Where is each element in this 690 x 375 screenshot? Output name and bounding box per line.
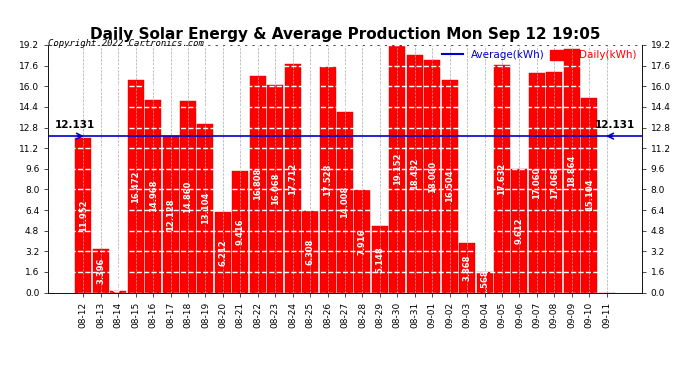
Text: 17.068: 17.068 — [550, 166, 559, 199]
Text: 12.131: 12.131 — [595, 120, 635, 130]
Text: 15.104: 15.104 — [584, 179, 594, 212]
Bar — [564, 50, 580, 292]
Bar — [442, 80, 457, 292]
Bar — [372, 226, 388, 292]
Text: 17.528: 17.528 — [323, 164, 332, 196]
Text: 13.104: 13.104 — [201, 192, 210, 224]
Text: 17.712: 17.712 — [288, 162, 297, 195]
Text: 18.000: 18.000 — [428, 160, 437, 192]
Text: 11.952: 11.952 — [79, 199, 88, 232]
Bar — [285, 64, 301, 292]
Text: 6.308: 6.308 — [306, 238, 315, 265]
Text: 5.148: 5.148 — [375, 246, 384, 273]
Text: 18.864: 18.864 — [567, 155, 576, 187]
Text: 14.968: 14.968 — [148, 180, 157, 212]
Legend: Average(kWh), Daily(kWh): Average(kWh), Daily(kWh) — [442, 50, 636, 60]
Bar — [233, 171, 248, 292]
Text: 16.504: 16.504 — [445, 170, 454, 202]
Text: 9.416: 9.416 — [236, 219, 245, 245]
Text: 1.568: 1.568 — [480, 269, 489, 296]
Bar — [128, 80, 144, 292]
Bar — [302, 211, 318, 292]
Bar — [546, 72, 562, 292]
Text: 3.396: 3.396 — [96, 257, 106, 284]
Text: 16.068: 16.068 — [270, 173, 279, 205]
Bar — [197, 124, 213, 292]
Text: Copyright 2022 Cartronics.com: Copyright 2022 Cartronics.com — [48, 39, 204, 48]
Bar — [267, 86, 283, 292]
Text: 19.152: 19.152 — [393, 153, 402, 185]
Text: 16.808: 16.808 — [253, 168, 262, 200]
Bar — [529, 73, 545, 292]
Text: 3.868: 3.868 — [462, 254, 472, 281]
Bar — [459, 243, 475, 292]
Bar — [180, 101, 196, 292]
Bar — [407, 55, 423, 292]
Bar — [163, 136, 179, 292]
Text: 7.916: 7.916 — [358, 228, 367, 255]
Bar — [145, 99, 161, 292]
Text: 9.612: 9.612 — [515, 217, 524, 244]
Bar — [581, 98, 598, 292]
Bar — [424, 60, 440, 292]
Bar — [319, 66, 335, 292]
Bar — [250, 76, 266, 292]
Text: 18.432: 18.432 — [411, 158, 420, 190]
Bar — [75, 138, 91, 292]
Text: 12.131: 12.131 — [55, 120, 95, 130]
Bar — [92, 249, 109, 292]
Bar — [511, 169, 527, 292]
Bar — [389, 46, 405, 292]
Bar — [494, 65, 510, 292]
Text: 14.008: 14.008 — [340, 186, 350, 218]
Bar — [355, 190, 371, 292]
Text: 0.096: 0.096 — [114, 266, 123, 292]
Text: 16.472: 16.472 — [131, 170, 140, 202]
Text: 17.060: 17.060 — [533, 166, 542, 199]
Bar — [337, 112, 353, 292]
Title: Daily Solar Energy & Average Production Mon Sep 12 19:05: Daily Solar Energy & Average Production … — [90, 27, 600, 42]
Text: 14.860: 14.860 — [184, 180, 193, 213]
Text: 12.128: 12.128 — [166, 198, 175, 231]
Bar — [477, 272, 493, 292]
Text: 6.212: 6.212 — [218, 239, 228, 266]
Bar — [110, 291, 126, 292]
Text: 17.632: 17.632 — [497, 163, 506, 195]
Bar — [215, 212, 231, 292]
